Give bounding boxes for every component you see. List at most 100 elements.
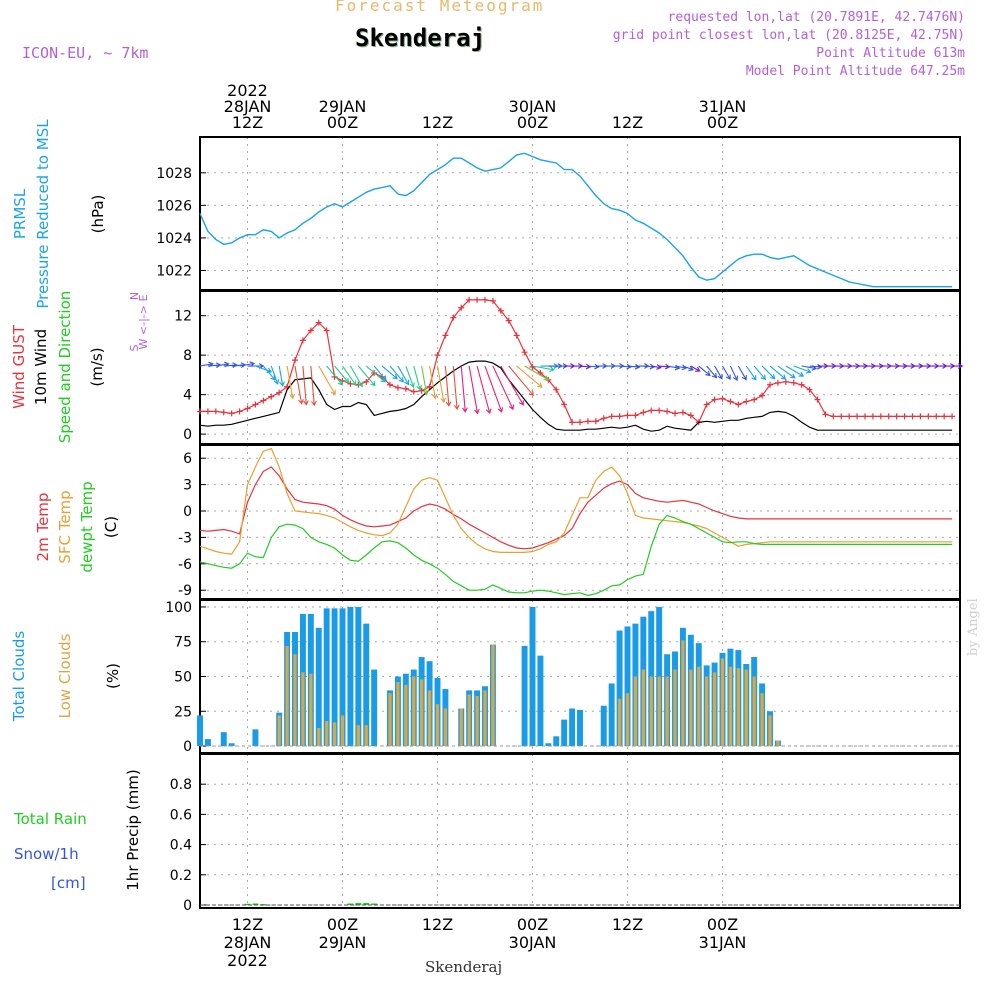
time-axis-bottom-label: 00Z — [707, 915, 738, 934]
low-cloud-bar — [443, 708, 448, 747]
low-cloud-bar — [768, 715, 772, 747]
low-cloud-bar — [760, 693, 764, 747]
low-cloud-bar — [396, 682, 400, 747]
station-title: Skenderaj — [355, 24, 486, 52]
gust-marker — [901, 413, 908, 420]
clouds-ytick-label: 25 — [174, 704, 192, 720]
gust-marker — [767, 381, 773, 388]
gust-marker — [632, 412, 639, 419]
time-axis-bottom-label: 12Z — [612, 915, 643, 934]
wind-direction-arrow — [389, 365, 405, 383]
gust-marker — [672, 410, 678, 417]
gust-marker — [561, 401, 568, 408]
low-cloud-bar — [697, 666, 701, 747]
total-cloud-bar — [608, 683, 615, 747]
low-cloud-bar — [681, 640, 685, 747]
snow-label: Snow/1h — [14, 845, 79, 863]
time-axis-top-label: 2022 — [227, 81, 268, 100]
wind-direction-arrow — [381, 365, 398, 380]
gust-marker — [743, 398, 750, 405]
precip-ytick-label: 0.2 — [170, 868, 192, 884]
low-cloud-bar — [301, 672, 305, 747]
low-cloud-bar — [332, 722, 337, 747]
wind-ytick-label: 12 — [174, 309, 192, 325]
clouds-ytick-label: 100 — [165, 600, 192, 616]
gust-marker — [648, 407, 655, 414]
gust-marker — [640, 409, 647, 416]
gust-marker — [252, 401, 259, 408]
wind-direction-arrow — [753, 365, 766, 381]
gust-marker — [790, 379, 797, 386]
time-axis-top-label: 31JAN — [699, 97, 747, 116]
low-cloud-bar — [293, 654, 297, 747]
gust-marker — [236, 408, 243, 415]
gust-marker — [307, 327, 314, 334]
low-cloud-bar — [467, 694, 471, 747]
rain-bar — [363, 902, 370, 905]
total-cloud-bar — [339, 608, 346, 747]
time-axis-bottom-label: 00Z — [517, 915, 548, 934]
precip-ytick-label: 0 — [183, 898, 192, 914]
wind-direction-arrow — [698, 365, 711, 377]
wind-direction-arrow — [793, 365, 812, 374]
gust-marker — [846, 413, 853, 420]
low-cloud-bar — [285, 645, 289, 747]
low-cloud-bar — [435, 704, 440, 747]
low-cloud-bar — [412, 676, 416, 747]
wind-direction-arrow — [729, 365, 739, 382]
wind-direction-arrow — [722, 365, 731, 381]
wind-direction-arrow — [682, 365, 695, 372]
total-cloud-bar — [529, 606, 536, 747]
gust-marker — [806, 386, 813, 393]
pressure-axis-labels: PRMSL Pressure Reduced to MSL (hPa) — [11, 119, 107, 309]
wind-direction-arrow — [302, 365, 309, 406]
pressure-panel: 1022 1024 1026 1028 — [156, 136, 961, 291]
rain-bar — [252, 903, 259, 905]
gust-marker — [315, 319, 322, 326]
rain-bar — [347, 903, 354, 905]
time-axis-top-label: 29JAN — [319, 97, 367, 116]
gust-marker — [220, 409, 227, 416]
gust-marker — [299, 337, 306, 344]
wind-direction-arrow — [714, 365, 723, 380]
temperature-panel: -9 -6 -3 0 3 6 — [178, 444, 961, 600]
dewpt-temp-label: dewpt Temp — [78, 481, 96, 572]
total-cloud-bar — [347, 606, 354, 747]
wind-10m-label: 10m Wind — [32, 329, 50, 405]
wind-direction-arrow — [278, 365, 285, 387]
total-cloud-bar — [521, 645, 528, 747]
gust-marker — [442, 332, 449, 339]
gust-marker — [474, 296, 481, 303]
wind-direction-arrow — [397, 365, 410, 386]
wind-direction-arrow — [444, 365, 452, 407]
low-cloud-bar — [340, 715, 345, 747]
gust-marker — [529, 364, 536, 371]
gust-marker — [687, 412, 694, 419]
brand-title: Forecast Meteogram — [335, 0, 545, 15]
wind-direction-arrow — [579, 363, 592, 370]
pressure-label: PRMSL — [11, 188, 29, 239]
gust-marker — [933, 413, 940, 420]
wind-direction-arrow — [587, 363, 600, 370]
gust-marker — [276, 389, 283, 396]
temperature-ytick-label: -3 — [178, 530, 192, 546]
wind-direction-arrow — [357, 365, 376, 387]
rain-bar — [244, 903, 251, 906]
model-altitude: Model Point Altitude 647.25m — [745, 64, 965, 79]
total-cloud-bar — [577, 709, 583, 747]
wind-direction-arrow — [468, 365, 480, 415]
gust-marker — [885, 413, 892, 420]
time-axis-top-label: 12Z — [612, 113, 643, 132]
wind-direction-arrow — [318, 365, 336, 396]
low-cloud-bar — [459, 708, 463, 747]
low-clouds-label: Low Clouds — [56, 633, 74, 718]
gust-marker — [600, 415, 607, 422]
wind-direction-arrow — [405, 365, 415, 389]
rain-bar — [371, 903, 378, 905]
gust-marker — [505, 317, 512, 324]
rain-bar — [355, 902, 362, 905]
low-cloud-bar — [689, 669, 693, 747]
total-cloud-bar — [197, 715, 203, 747]
clouds-ytick-label: 50 — [174, 670, 192, 686]
low-cloud-bar — [649, 676, 653, 747]
